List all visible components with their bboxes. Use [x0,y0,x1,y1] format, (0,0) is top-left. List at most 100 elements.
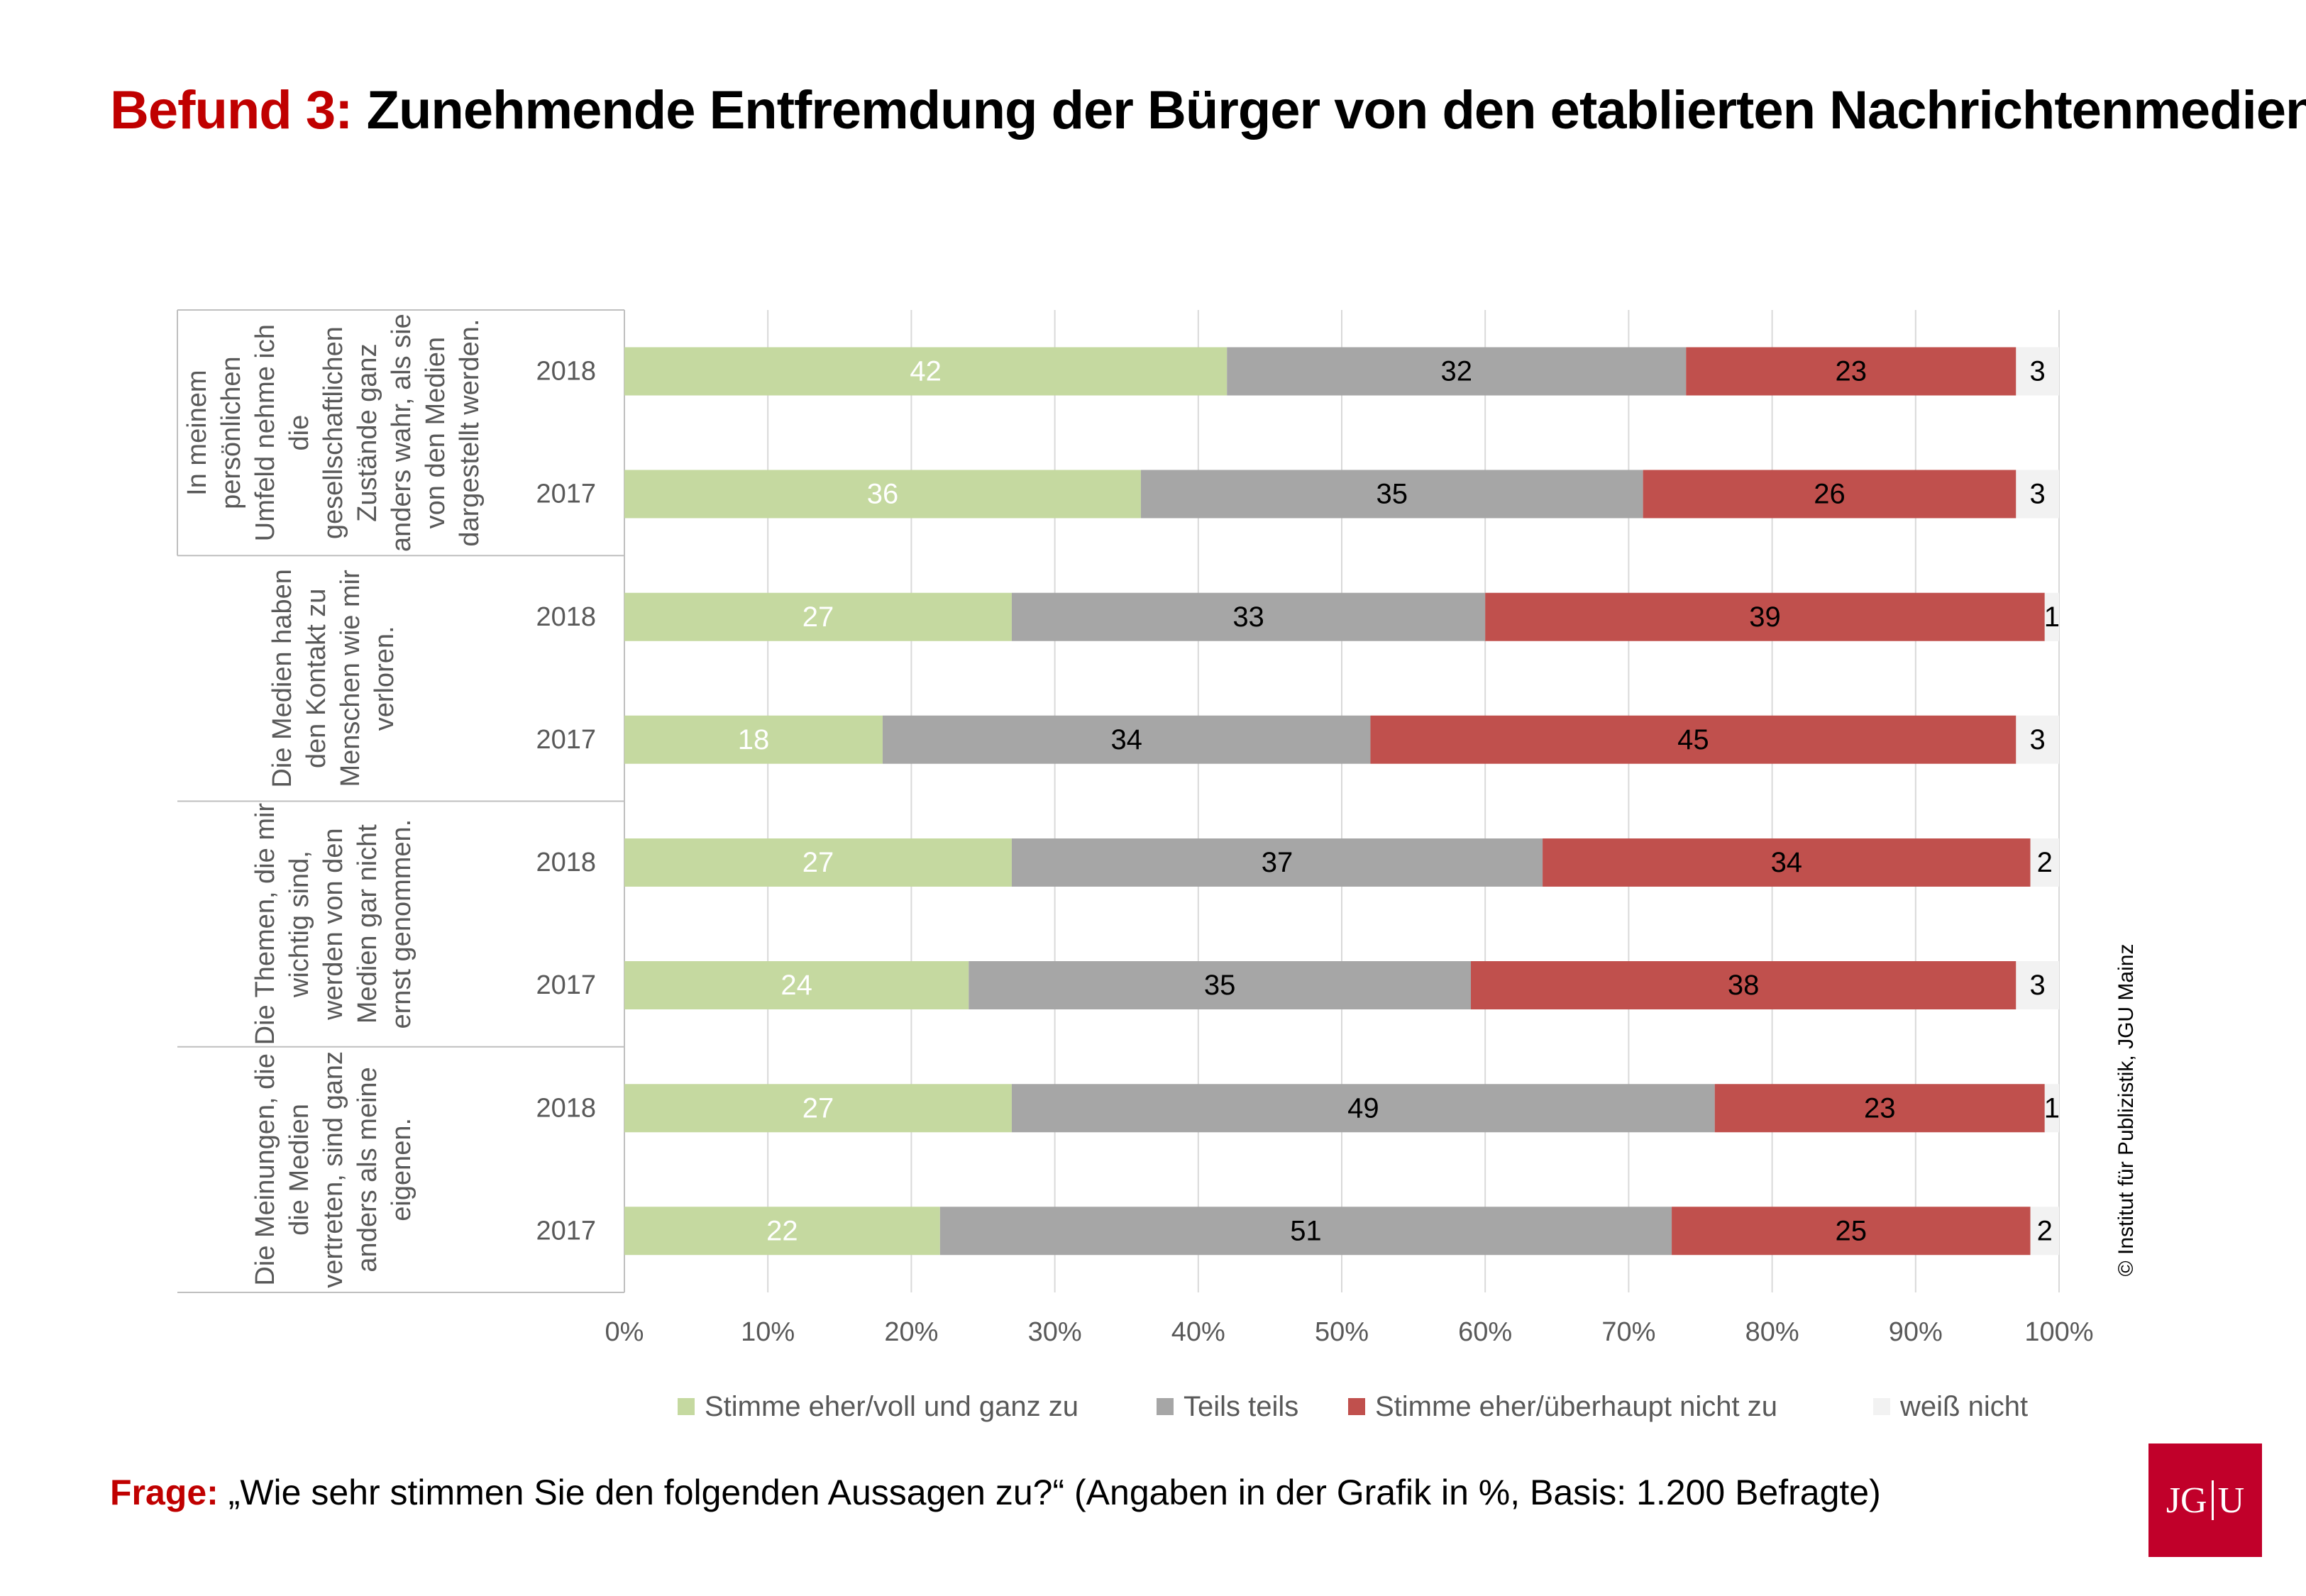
title-text: Zunehmende Entfremdung der Bürger von de… [366,80,2306,140]
year-label: 2018 [536,357,596,387]
copyright-note: © Institut für Publizistik, JGU Mainz [2114,943,2138,1277]
question-body: „Wie sehr stimmen Sie den folgenden Auss… [228,1473,1881,1512]
legend-label: Stimme eher/voll und ganz zu [705,1391,1078,1422]
x-tick-label: 60% [1458,1317,1512,1347]
data-label: 3 [2030,724,2046,755]
data-label: 1 [2044,1092,2060,1124]
group-label-line: persönlichen [216,356,246,509]
data-label: 25 [1836,1215,1868,1246]
bar-segment [969,961,1471,1009]
data-label: 37 [1262,847,1293,878]
bar-segment [1011,838,1543,887]
bar-segment [1140,470,1643,519]
group-label-line: verloren. [370,626,399,731]
bar-segment [1643,470,2017,519]
logo-text-right: U [2217,1480,2245,1521]
legend-swatch [1157,1398,1174,1415]
x-tick-label: 0% [605,1317,644,1347]
bar-segment [624,592,1012,641]
title-prefix: Befund 3: [110,80,353,140]
group-label-line: werden von den [319,828,348,1020]
year-label: 2018 [536,602,596,632]
data-label: 3 [2030,970,2046,1001]
data-label: 34 [1771,847,1803,878]
data-label: 34 [1110,724,1142,755]
x-tick-label: 20% [884,1317,938,1347]
legend-label: Teils teils [1184,1391,1298,1422]
data-label: 32 [1441,356,1473,387]
bar-segment [624,1084,1012,1133]
x-tick-label: 40% [1171,1317,1225,1347]
group-label-line: die [285,415,314,451]
data-label: 45 [1677,724,1709,755]
data-label: 27 [802,1092,834,1124]
group-label-line: anders als meine [353,1067,382,1272]
year-label: 2017 [536,725,596,755]
group-label-line: eigenen. [387,1118,416,1221]
question-prefix: Frage: [110,1473,219,1512]
bar-segment [624,715,883,764]
bar-segment [1485,592,2045,641]
data-label: 18 [738,724,770,755]
data-label: 27 [802,602,834,633]
bar-segment [2044,592,2059,641]
question-text: Frage: „Wie sehr stimmen Sie den folgend… [110,1472,1881,1513]
x-tick-label: 80% [1745,1317,1799,1347]
bar-segment [1011,1084,1715,1133]
logo-divider [2211,1480,2214,1520]
x-tick-label: 50% [1315,1317,1369,1347]
bar-segment [2016,470,2059,519]
data-label: 35 [1204,970,1236,1001]
data-label: 3 [2030,356,2046,387]
group-label-line: ernst genommen. [387,819,416,1029]
legend-swatch [678,1398,695,1415]
bar-segment [624,1207,940,1256]
bar-segment [1370,715,2017,764]
bar-segment [2016,347,2059,396]
bar-segment [2016,961,2059,1009]
group-label-line: dargestellt werden. [455,319,485,547]
data-label: 39 [1749,602,1781,633]
group-label-line: In meinem [182,370,212,495]
group-label-line: anders wahr, als sie [387,314,416,552]
legend-label: weiß nicht [1899,1391,2028,1422]
year-label: 2017 [536,970,596,1000]
slide-title: Befund 3: Zunehmende Entfremdung der Bür… [110,79,2306,141]
data-label: 33 [1232,602,1264,633]
bar-segment [1686,347,2017,396]
data-label: 35 [1377,479,1408,510]
x-tick-label: 30% [1028,1317,1082,1347]
group-label-line: wichtig sind, [285,850,314,998]
group-label-line: Menschen wie mir [336,570,365,787]
bar-segment [1672,1207,2031,1256]
legend-swatch [1348,1398,1365,1415]
data-label: 2 [2037,1215,2053,1246]
stacked-bar-chart: 0% 10% 20% 30% 40% 50% 60% 70% 80% 90% 100% In mein… [177,309,2094,1422]
legend-label: Stimme eher/überhaupt nicht zu [1375,1391,1777,1422]
data-label: 1 [2044,602,2060,633]
year-label: 2017 [536,480,596,509]
bar-segment [2030,838,2059,887]
group-label-line: Die Themen, die mir [250,803,280,1046]
x-tick-label: 90% [1889,1317,1943,1347]
year-label: 2017 [536,1216,596,1246]
bar-segment [624,347,1228,396]
logo-text-left: JG [2166,1480,2207,1521]
group-label-line: von den Medien [421,337,451,528]
bar-segment [1227,347,1687,396]
group-label-line: Medien gar nicht [353,824,382,1024]
bar-segment [1543,838,2031,887]
bar-segment [1011,592,1486,641]
bar-segment [1714,1084,2045,1133]
group-label-line: die Medien [285,1104,314,1236]
data-label: 24 [780,970,812,1001]
data-label: 49 [1347,1092,1379,1124]
data-label: 27 [802,847,834,878]
data-label: 36 [867,479,899,510]
data-label: 26 [1814,479,1846,510]
year-label: 2018 [536,848,596,877]
group-label-line: den Kontakt zu [302,589,331,769]
bar-segment [2016,715,2059,764]
group-label-line: Zustände ganz [353,343,382,521]
data-label: 51 [1290,1215,1322,1246]
